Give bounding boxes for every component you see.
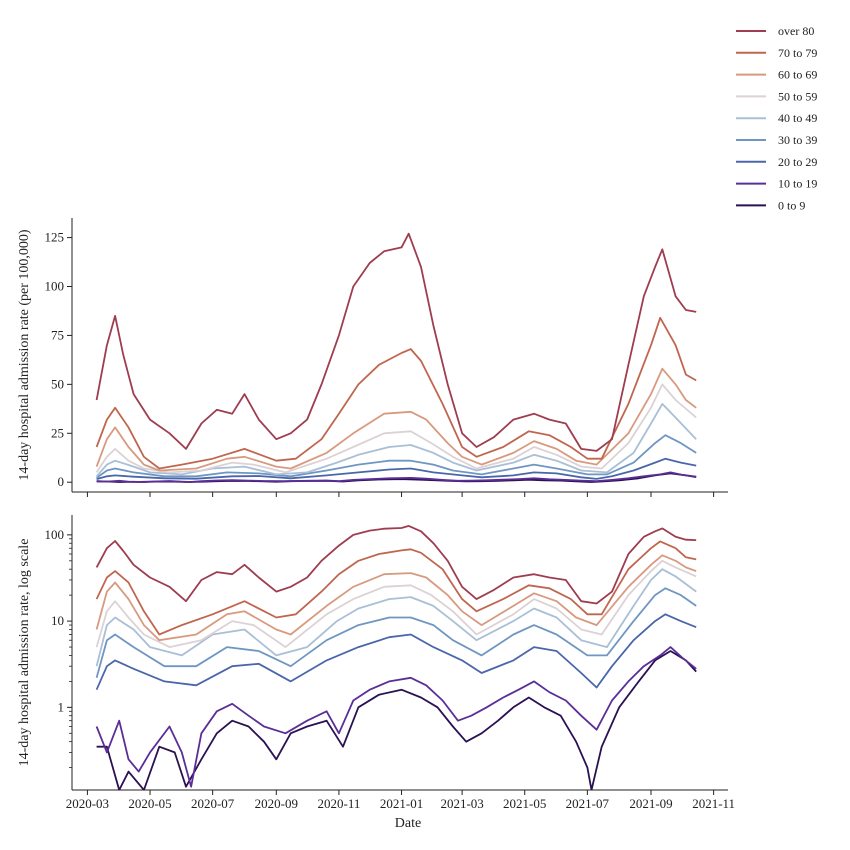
legend-label-over-80: over 80	[778, 24, 814, 38]
x-tick-label: 2021-05	[503, 796, 546, 811]
y-tick-label: 100	[45, 279, 65, 294]
legend-label-40-to-49: 40 to 49	[778, 111, 817, 125]
x-tick-label: 2021-01	[380, 796, 423, 811]
series-line-70-to-79	[95, 316, 697, 470]
series-line-50-to-59	[95, 559, 697, 648]
x-axis-title: Date	[395, 816, 421, 831]
y-axis-title: 14-day hospital admission rate (per 100,…	[17, 229, 32, 481]
series-lines	[95, 525, 697, 790]
series-line-50-to-59	[95, 383, 697, 474]
series-line-10-to-19	[96, 471, 697, 483]
series-line-60-to-69	[95, 554, 697, 642]
series-line-20-to-29	[95, 613, 697, 691]
legend-label-10-to-19: 10 to 19	[778, 177, 817, 191]
series-line-over-80	[95, 232, 697, 452]
y-axis-title: 14-day hospital admission rate, log scal…	[17, 539, 32, 767]
legend: over 80 70 to 79 60 to 69 50 to 59 40 to 49 3…	[736, 24, 817, 212]
y-tick-label: 125	[45, 230, 65, 245]
legend-label-30-to-39: 30 to 39	[778, 133, 817, 147]
series-line-over-80	[95, 525, 697, 605]
y-tick-label: 75	[51, 327, 64, 342]
series-lines	[95, 232, 697, 483]
y-tick-label: 50	[51, 376, 64, 391]
legend-label-50-to-59: 50 to 59	[778, 89, 817, 103]
legend-label-0-to-9: 0 to 9	[778, 198, 805, 212]
x-tick-label: 2020-05	[128, 796, 171, 811]
legend-label-20-to-29: 20 to 29	[778, 155, 817, 169]
y-tick-label: 0	[58, 474, 65, 489]
x-tick-label: 2020-09	[255, 796, 298, 811]
x-tick-label: 2021-09	[629, 796, 672, 811]
x-tick-label: 2020-07	[191, 796, 235, 811]
series-line-40-to-49	[95, 402, 697, 477]
legend-label-60-to-69: 60 to 69	[778, 68, 817, 82]
y-tick-label: 10	[51, 613, 64, 628]
x-tick-label: 2020-03	[66, 796, 109, 811]
x-tick-label: 2021-07	[566, 796, 610, 811]
x-tick-label: 2021-03	[440, 796, 483, 811]
series-line-30-to-39	[95, 587, 697, 679]
series-line-20-to-29	[96, 457, 697, 480]
log-scale-panel: 1 10 100 14-day hospital admission rate, lo…	[17, 515, 728, 795]
legend-label-70-to-79: 70 to 79	[778, 46, 817, 60]
y-tick-label: 25	[51, 425, 64, 440]
x-tick-label: 2020-11	[317, 796, 360, 811]
series-line-30-to-39	[96, 434, 697, 479]
series-line-60-to-69	[95, 367, 697, 472]
linear-scale-panel: 0 25 50 75 100 125 14-day hospital admission r…	[17, 218, 728, 497]
y-tick-label: 100	[45, 527, 65, 542]
x-axis: 2020-03 2020-05 2020-07 2020-09 2020-11 2021-…	[66, 796, 735, 811]
series-line-0-to-9	[96, 650, 697, 790]
series-line-10-to-19	[95, 646, 697, 788]
y-tick-label: 1	[58, 699, 65, 714]
series-line-40-to-49	[95, 568, 697, 667]
series-line-70-to-79	[95, 540, 697, 636]
x-tick-label: 2021-11	[692, 796, 735, 811]
